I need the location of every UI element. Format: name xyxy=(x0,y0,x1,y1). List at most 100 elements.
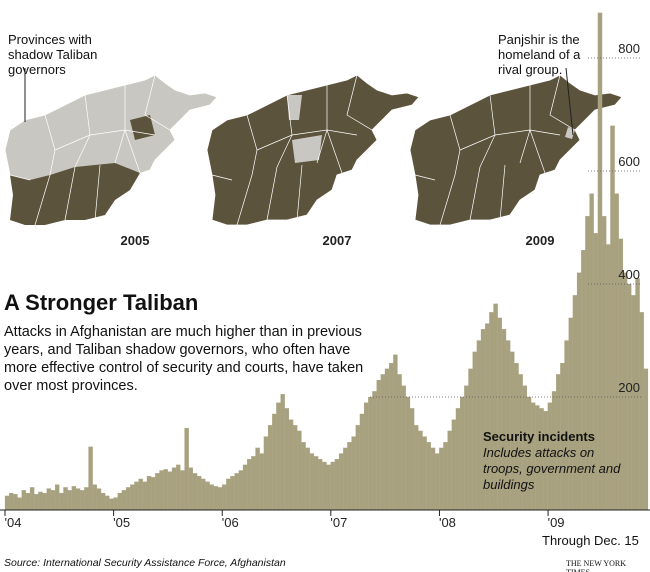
bar xyxy=(55,484,60,511)
bar xyxy=(443,442,448,511)
bar xyxy=(631,295,636,511)
bar xyxy=(472,351,477,511)
leader-line xyxy=(565,67,574,136)
bar xyxy=(439,447,444,511)
bar xyxy=(29,487,35,511)
bar xyxy=(163,469,168,511)
province-line xyxy=(529,129,546,174)
x-tick-label: '04 xyxy=(5,515,22,530)
plot: 200 400 600 800 '04 '05 '06 '07 '08 '09 xyxy=(0,12,650,530)
map-region xyxy=(10,163,140,225)
province-line xyxy=(64,166,76,221)
bar xyxy=(167,471,173,511)
province-line xyxy=(124,129,141,174)
bar xyxy=(372,391,377,511)
bar xyxy=(209,484,214,511)
bar xyxy=(34,494,39,511)
bar xyxy=(405,396,411,511)
bar xyxy=(280,394,285,511)
x-tick-label: '09 xyxy=(548,515,565,530)
bar xyxy=(4,495,10,511)
bar xyxy=(414,425,419,511)
note: Through Dec. 15 xyxy=(542,533,639,548)
bar xyxy=(71,486,77,511)
bar xyxy=(263,436,269,511)
bar xyxy=(238,470,244,511)
bar xyxy=(21,490,26,511)
province-line xyxy=(211,174,233,181)
bar xyxy=(355,425,361,511)
bar xyxy=(100,492,106,511)
bar xyxy=(234,473,239,511)
bar xyxy=(96,488,102,511)
map-label: 2005 xyxy=(121,233,150,248)
bar xyxy=(217,487,223,511)
bar xyxy=(347,442,352,511)
source: Source: International Security Assistanc… xyxy=(4,557,286,569)
bar xyxy=(330,461,335,511)
map-region xyxy=(287,95,302,120)
province-line xyxy=(54,129,156,151)
bar xyxy=(222,484,227,511)
bar xyxy=(113,497,118,511)
credit: THE NEW YORK TIMES xyxy=(566,559,626,572)
province-line xyxy=(326,129,343,174)
map-outline xyxy=(409,74,623,226)
bar xyxy=(597,12,603,511)
bar xyxy=(259,453,264,511)
map-label: 2009 xyxy=(526,233,555,248)
bar xyxy=(397,374,402,511)
bar xyxy=(213,486,219,511)
bar xyxy=(180,470,185,511)
bar xyxy=(409,408,415,511)
y-tick-label: 400 xyxy=(618,267,640,282)
bar xyxy=(151,477,156,511)
bar xyxy=(50,490,56,511)
bar xyxy=(17,497,22,511)
bar xyxy=(389,363,394,511)
series-label: Security incidents xyxy=(483,429,595,444)
bar xyxy=(92,484,97,511)
bar xyxy=(184,427,189,511)
bar xyxy=(451,419,457,511)
bar xyxy=(84,487,89,511)
bar xyxy=(627,283,632,511)
bar xyxy=(318,459,323,511)
bar xyxy=(105,495,110,511)
bar xyxy=(343,447,348,511)
bar xyxy=(464,385,469,511)
bar xyxy=(639,312,644,511)
bar xyxy=(159,470,164,511)
province-line xyxy=(414,174,436,181)
bar xyxy=(476,340,482,511)
province-line xyxy=(549,74,576,131)
bar xyxy=(75,488,81,511)
province-line xyxy=(469,166,481,221)
bar xyxy=(13,494,18,511)
province-line xyxy=(256,129,358,151)
province-line xyxy=(439,174,456,226)
bar xyxy=(468,368,473,511)
province-line xyxy=(94,164,101,221)
bar xyxy=(422,436,427,511)
bar xyxy=(134,481,139,511)
bar xyxy=(643,368,649,511)
maps: 2005 2007 2009 xyxy=(4,74,623,248)
x-tick-label: '07 xyxy=(330,515,347,530)
bar xyxy=(276,402,281,511)
bar xyxy=(9,492,14,511)
bar xyxy=(460,396,465,511)
bar xyxy=(125,487,131,511)
y-tick-label: 200 xyxy=(618,380,640,395)
bar xyxy=(309,453,315,511)
bar xyxy=(288,419,294,511)
bar xyxy=(334,459,340,511)
bar xyxy=(251,456,256,511)
bar xyxy=(426,442,431,511)
bar xyxy=(205,481,210,511)
province-line xyxy=(459,129,561,151)
map-region xyxy=(292,135,322,163)
bar xyxy=(272,413,277,511)
